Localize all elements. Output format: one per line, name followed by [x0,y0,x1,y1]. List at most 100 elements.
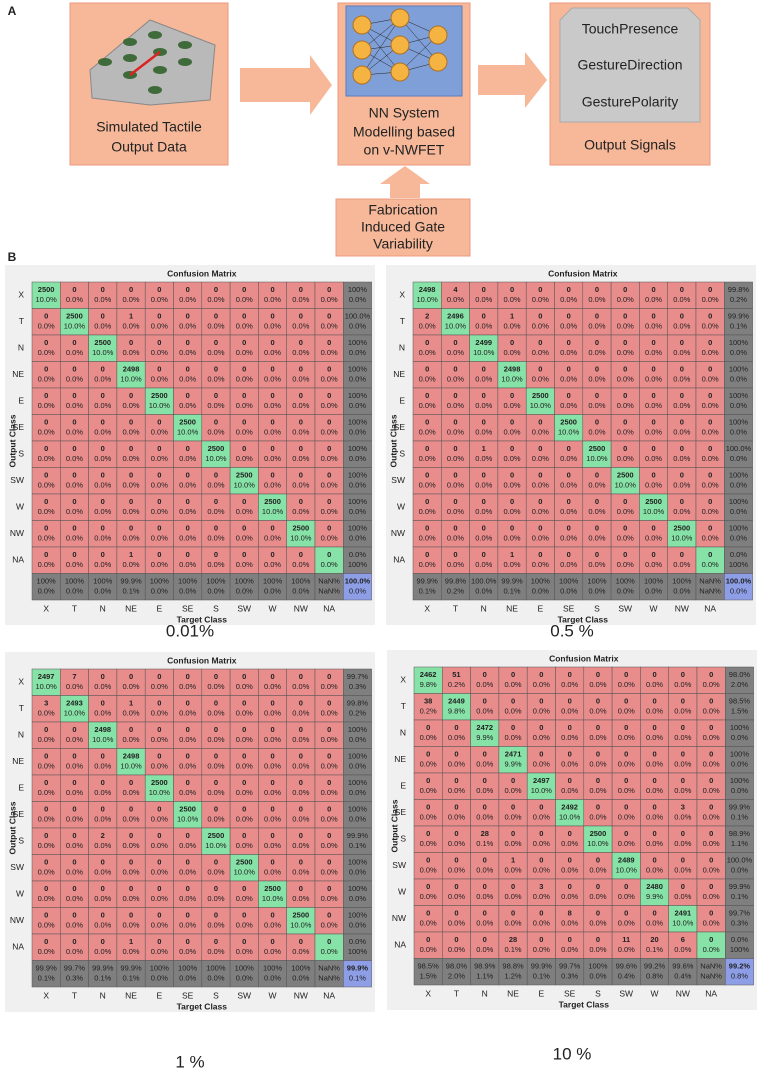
cell-top: 0 [454,776,458,785]
matrix-cell [258,573,287,601]
cell-bottom: 0.0% [151,682,168,691]
matrix-cell [60,801,89,829]
matrix-cell [31,854,61,882]
cell-top: 99.9% [729,803,751,812]
row-label: W [397,502,405,512]
matrix-cell [173,520,203,548]
cell-top: 100% [348,858,368,867]
cell-top: 100% [235,577,255,586]
matrix-cell [144,520,174,548]
matrix-cell [724,387,753,415]
cell-top: 0 [157,338,161,347]
cell-bottom: 0.0% [448,839,465,848]
cell-bottom: 0.0% [646,866,663,875]
cell-bottom: 0.0% [703,707,720,716]
cell-top: 100% [150,577,170,586]
cell-top: 0 [567,497,571,506]
cell-bottom: 0.0% [560,454,577,463]
row-label: X [399,290,405,300]
matrix-cell [201,668,231,696]
cell-top: 99.7% [347,672,369,681]
matrix-cell [286,573,316,601]
cell-top: 3 [539,882,543,891]
cell-bottom: 0.0% [673,560,690,569]
matrix-cell [413,958,443,986]
col-label: T [453,603,458,613]
cell-bottom: 0.0% [561,866,578,875]
cell-top: 0 [567,338,571,347]
cell-top: 0 [483,776,487,785]
matrix-cell [88,467,118,495]
cell-top: 0 [709,935,713,944]
cell-bottom: 0.0% [532,322,549,331]
cell-top: 100.0% [727,856,753,865]
cell-top: 0 [72,778,76,787]
cell-bottom: 0.0% [533,919,550,928]
cell-bottom: 0.0% [476,680,493,689]
matrix-cell [116,573,146,601]
cell-top: 0 [681,723,685,732]
cell-top: 2500 [293,911,310,920]
cell-top: 0 [327,778,331,787]
matrix-title: Confusion Matrix [548,268,618,278]
matrix-cell [88,281,118,309]
matrix-cell [611,958,641,986]
matrix-cell [88,308,118,336]
cell-top: 0 [44,365,48,374]
cell-bottom: 0.0% [448,866,465,875]
row-label: NW [392,913,406,923]
cell-bottom: 0.0% [94,921,111,930]
cell-top: 0 [44,471,48,480]
matrix-cell [88,668,118,696]
cell-bottom: 0.0% [264,788,281,797]
cell-top: 2500 [645,497,662,506]
cell-top: 0 [539,723,543,732]
matrix-cell [258,880,287,908]
cell-top: 2500 [151,391,168,400]
col-label: E [157,603,163,613]
matrix-cell [441,493,470,521]
row-label: E [18,783,24,793]
cell-top: 0 [681,750,685,759]
cell-bottom: 0.0% [448,760,465,769]
matrix-cell [173,721,203,749]
cell-top: 0 [157,805,161,814]
cell-bottom: 0.0% [66,894,83,903]
cell-top: 0 [327,285,331,294]
cell-top: 0 [214,524,218,533]
col-label: NA [323,603,335,613]
col-label: NW [676,988,690,998]
cell-top: 3 [681,803,685,812]
cell-top: 0 [327,418,331,427]
cell-top: 0 [538,550,542,559]
cell-bottom: 0.0% [476,866,493,875]
cell-top: 0 [157,444,161,453]
cell-bottom: 0.0% [292,454,309,463]
matrix-cell [343,546,372,574]
cell-bottom: 0.0% [94,534,111,543]
row-label: E [399,396,405,406]
matrix-cell [173,414,203,442]
cell-bottom: 0.0% [151,560,168,569]
cell-bottom: 0.0% [236,348,253,357]
matrix-cell [201,721,231,749]
cell-top: 0 [101,524,105,533]
cell-bottom: 0.8% [731,972,748,981]
matrix-cell [695,467,725,495]
cell-bottom: 0.0% [419,507,436,516]
matrix-cell [668,931,698,959]
matrix-cell [582,520,612,548]
cell-bottom: 0.0% [503,322,520,331]
cell-top: 100% [348,285,368,294]
cell-bottom: 0.0% [292,815,309,824]
matrix-cell [201,933,231,961]
cell-top: 100% [730,750,750,759]
cell-top: 0 [482,365,486,374]
cell-top: 0 [270,778,274,787]
cell-bottom: 9.9% [476,733,493,742]
cell-bottom: 10.0% [120,762,142,771]
cell-top: 28 [481,829,489,838]
matrix-cell [314,933,344,961]
cell-top: 0 [708,524,712,533]
cell-top: 0 [129,524,133,533]
